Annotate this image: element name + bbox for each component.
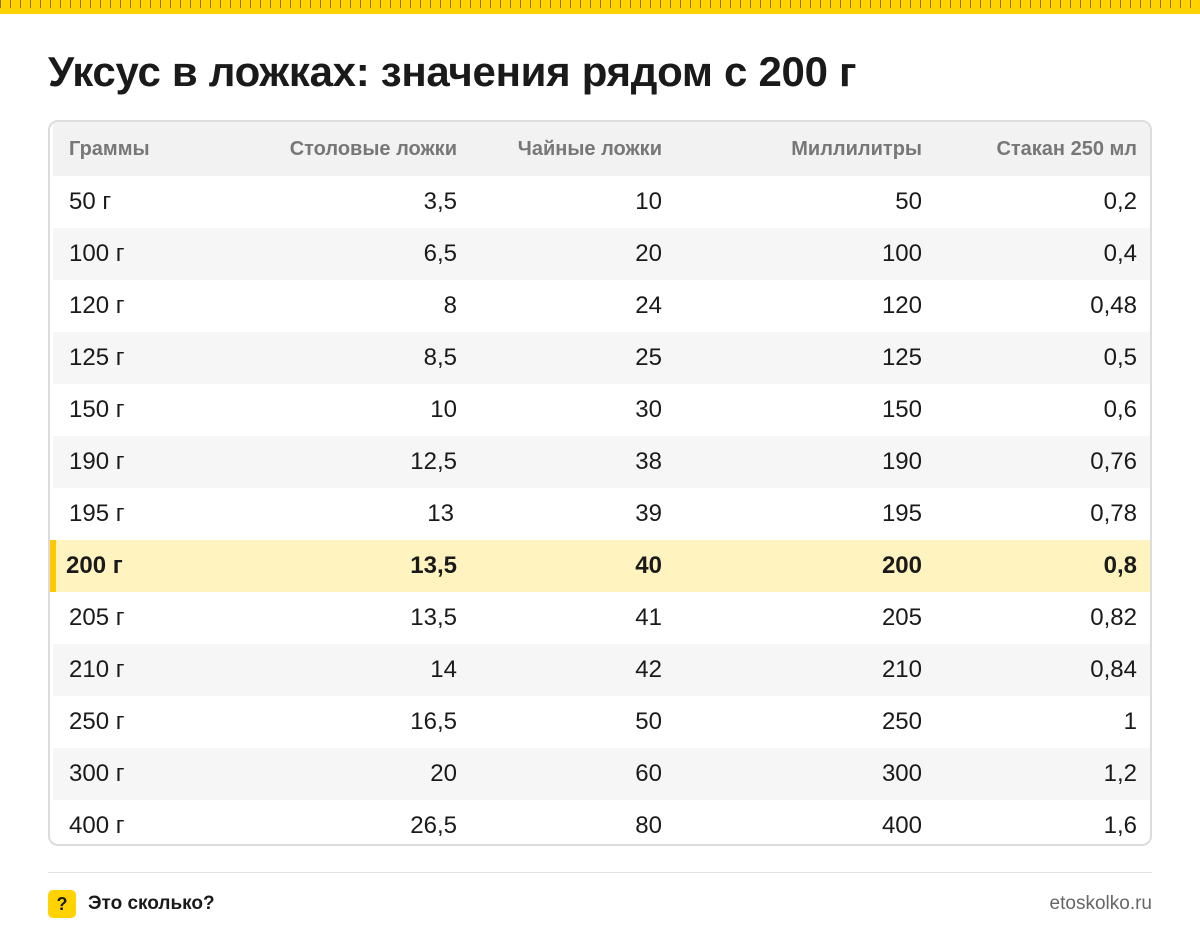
table-row: 195 г 13 39 195 0,78	[53, 488, 1150, 540]
cell-glass: 0,82	[1090, 604, 1137, 631]
cell-teaspoons: 80	[635, 812, 662, 839]
table-row: 150 г 10 30 150 0,6	[53, 384, 1150, 436]
cell-milliliters: 250	[881, 708, 922, 735]
cell-tablespoons: 26,5	[410, 812, 457, 839]
table-row-highlighted: 200 г 13,5 40 200 0,8	[50, 540, 1150, 592]
table-row: 50 г 3,5 10 50 0,2	[53, 176, 1150, 228]
cell-teaspoons: 25	[635, 344, 662, 371]
table-row: 190 г 12,5 38 190 0,76	[53, 436, 1150, 488]
cell-glass: 1,6	[1103, 812, 1137, 839]
table-row: 125 г 8,5 25 125 0,5	[53, 332, 1150, 384]
cell-grams: 120 г	[69, 292, 125, 319]
question-icon: ?	[48, 890, 76, 918]
cell-milliliters: 150	[881, 396, 922, 423]
table-row: 400 г 26,5 80 400 1,6	[53, 800, 1150, 844]
cell-grams: 100 г	[69, 240, 125, 267]
cell-teaspoons: 39	[635, 500, 662, 527]
cell-tablespoons: 8	[443, 292, 457, 319]
cell-grams: 210 г	[69, 656, 125, 683]
cell-glass: 0,78	[1090, 500, 1137, 527]
cell-teaspoons: 60	[635, 760, 662, 787]
cell-teaspoons: 40	[635, 552, 662, 579]
brand[interactable]: ? Это сколько?	[48, 890, 215, 918]
header-tablespoons: Столовые ложки	[289, 137, 457, 160]
cell-grams: 200 г	[50, 540, 233, 592]
table-row: 100 г 6,5 20 100 0,4	[53, 228, 1150, 280]
header-grams: Граммы	[69, 137, 150, 160]
cell-milliliters: 195	[881, 500, 922, 527]
cell-tablespoons: 12,5	[410, 448, 457, 475]
cell-grams: 300 г	[69, 760, 125, 787]
cell-milliliters: 100	[881, 240, 922, 267]
footer-divider	[48, 872, 1152, 873]
cell-grams: 190 г	[69, 448, 125, 475]
cell-glass: 0,48	[1090, 292, 1137, 319]
cell-glass: 0,6	[1103, 396, 1137, 423]
cell-tablespoons: 13,5	[410, 604, 457, 631]
cell-glass: 1,2	[1103, 760, 1137, 787]
table-row: 205 г 13,5 41 205 0,82	[53, 592, 1150, 644]
cell-tablespoons: 20	[430, 760, 457, 787]
cell-tablespoons: 6,5	[423, 240, 457, 267]
table-header-row: Граммы Столовые ложки Чайные ложки Милли…	[53, 122, 1150, 176]
cell-grams: 150 г	[69, 396, 125, 423]
cell-grams: 205 г	[69, 604, 125, 631]
cell-grams: 125 г	[69, 344, 125, 371]
cell-tablespoons: 8,5	[423, 344, 457, 371]
cell-tablespoons: 3,5	[423, 188, 457, 215]
table-body: 50 г 3,5 10 50 0,2 100 г 6,5 20 100 0,4 120 г 8 24 12…	[50, 176, 1150, 844]
header-teaspoons: Чайные ложки	[517, 137, 662, 160]
cell-glass: 0,76	[1090, 448, 1137, 475]
ruler-strip	[0, 0, 1200, 14]
cell-tablespoons: 10	[430, 396, 457, 423]
cell-glass: 1	[1123, 708, 1137, 735]
cell-milliliters: 300	[881, 760, 922, 787]
cell-tablespoons: 14	[430, 656, 457, 683]
cell-milliliters: 400	[881, 812, 922, 839]
page-title: Уксус в ложках: значения рядом с 200 г	[48, 48, 857, 95]
cell-teaspoons: 50	[635, 708, 662, 735]
cell-teaspoons: 20	[635, 240, 662, 267]
cell-glass: 0,2	[1103, 188, 1137, 215]
cell-teaspoons: 38	[635, 448, 662, 475]
cell-milliliters: 120	[881, 292, 922, 319]
cell-tablespoons: 13,5	[410, 552, 457, 579]
header-glass-250ml: Стакан 250 мл	[996, 137, 1137, 160]
cell-grams: 400 г	[69, 812, 125, 839]
table-row: 300 г 20 60 300 1,2	[53, 748, 1150, 800]
table-row: 120 г 8 24 120 0,48	[53, 280, 1150, 332]
cell-milliliters: 210	[881, 656, 922, 683]
cell-grams: 50 г	[69, 188, 112, 215]
cell-teaspoons: 10	[635, 188, 662, 215]
cell-tablespoons: 16,5	[410, 708, 457, 735]
brand-name: Это сколько?	[88, 893, 215, 914]
cell-glass: 0,5	[1103, 344, 1137, 371]
site-link[interactable]: etoskolko.ru	[1049, 893, 1152, 914]
cell-milliliters: 50	[895, 188, 922, 215]
cell-teaspoons: 30	[635, 396, 662, 423]
table-row: 250 г 16,5 50 250 1	[53, 696, 1150, 748]
cell-glass: 0,8	[1103, 552, 1137, 579]
header-milliliters: Миллилитры	[791, 137, 922, 160]
cell-grams: 250 г	[69, 708, 125, 735]
cell-tablespoons: 13	[427, 500, 454, 527]
cell-teaspoons: 42	[635, 656, 662, 683]
cell-milliliters: 205	[881, 604, 922, 631]
cell-milliliters: 125	[881, 344, 922, 371]
cell-milliliters: 190	[881, 448, 922, 475]
cell-teaspoons: 41	[635, 604, 662, 631]
cell-milliliters: 200	[881, 552, 922, 579]
conversion-table: Граммы Столовые ложки Чайные ложки Милли…	[48, 120, 1152, 846]
cell-glass: 0,84	[1090, 656, 1137, 683]
cell-grams: 195 г	[69, 500, 125, 527]
cell-glass: 0,4	[1103, 240, 1137, 267]
table-row: 210 г 14 42 210 0,84	[53, 644, 1150, 696]
cell-teaspoons: 24	[635, 292, 662, 319]
